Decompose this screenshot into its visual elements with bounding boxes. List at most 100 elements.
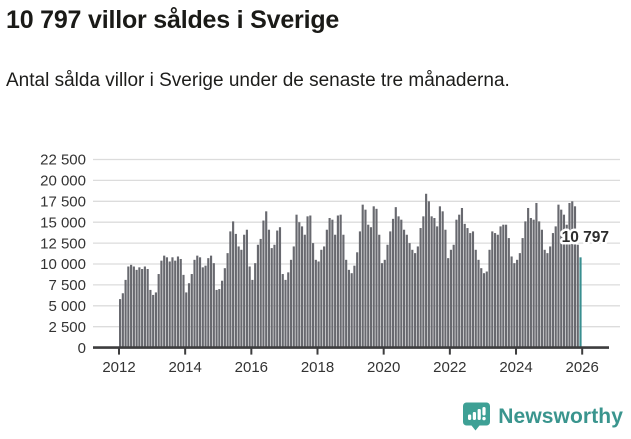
bar [229, 231, 232, 348]
bar [237, 246, 240, 348]
bar [400, 219, 403, 348]
y-axis-tick-label: 17 500 [40, 194, 86, 211]
bar [204, 265, 207, 348]
bar [190, 274, 193, 348]
bar [168, 261, 171, 348]
bar [212, 263, 215, 348]
bar [540, 229, 543, 348]
bar [414, 253, 417, 348]
bar [157, 274, 160, 348]
bar [488, 249, 491, 348]
bar [560, 209, 563, 348]
bar [427, 201, 430, 348]
bar [491, 231, 494, 348]
bar [243, 234, 246, 348]
bar [496, 234, 499, 348]
bar [425, 193, 428, 348]
bar [502, 224, 505, 348]
bar [209, 255, 213, 348]
bar [416, 246, 419, 348]
bar [353, 265, 356, 348]
bar [152, 294, 155, 348]
bar [482, 273, 486, 348]
bar [218, 289, 221, 348]
bar [513, 263, 516, 348]
x-axis-tick-label: 2026 [566, 359, 599, 376]
bar [419, 228, 422, 348]
bar [441, 211, 444, 348]
bar [174, 260, 177, 348]
bar [143, 266, 146, 348]
bar [182, 274, 185, 348]
x-axis-tick-label: 2022 [433, 359, 466, 376]
bar [391, 218, 395, 348]
bar [411, 249, 414, 348]
newsworthy-brand: Newsworthy [462, 401, 623, 432]
bar [149, 289, 152, 348]
bar [232, 221, 235, 348]
bar [358, 231, 362, 348]
bar [405, 234, 408, 348]
bar [254, 263, 257, 348]
bar [466, 228, 469, 348]
bar [185, 292, 188, 348]
bar [339, 214, 342, 348]
bar [334, 234, 337, 348]
bar [284, 279, 287, 348]
y-axis-tick-label: 10 000 [40, 256, 86, 273]
bar [449, 249, 453, 348]
bar [394, 207, 397, 348]
bar [480, 268, 483, 348]
y-axis-tick-label: 12 500 [40, 235, 86, 252]
bar [141, 269, 144, 348]
bar [455, 219, 458, 348]
bar [452, 244, 455, 348]
bar [367, 224, 370, 348]
bar [306, 216, 309, 348]
bar [127, 266, 130, 348]
bar [132, 266, 135, 348]
bar [130, 264, 133, 348]
bar [138, 267, 141, 348]
chart-subtitle: Antal sålda villor i Sverige under de se… [6, 70, 510, 91]
bar [463, 223, 466, 348]
bar [576, 244, 579, 348]
y-axis-tick-label: 0 [78, 340, 86, 357]
bar [551, 233, 555, 348]
y-axis-tick-label: 2 500 [48, 319, 86, 336]
y-axis-tick-label: 7 500 [48, 277, 86, 294]
x-axis-tick-label: 2018 [301, 359, 334, 376]
bar [477, 259, 480, 348]
bar [347, 269, 350, 348]
bar [505, 224, 508, 348]
bar [314, 259, 317, 348]
bar [546, 253, 549, 348]
bar [287, 272, 290, 348]
x-axis-tick-label: 2020 [367, 359, 400, 376]
bar [256, 244, 260, 348]
bar [179, 258, 182, 348]
bar [499, 226, 502, 348]
bar [176, 256, 180, 348]
bar [165, 257, 169, 348]
bar [383, 259, 386, 348]
bar [469, 233, 472, 348]
bar [240, 249, 243, 348]
bar [292, 246, 295, 348]
bar [485, 271, 488, 348]
bar [226, 253, 229, 348]
bar [422, 216, 425, 348]
bar [369, 227, 373, 348]
value-label: 10 797 [562, 229, 609, 246]
bar [438, 206, 441, 348]
bar [317, 261, 320, 348]
bar [309, 215, 312, 348]
bar [557, 204, 560, 348]
bar [215, 289, 218, 348]
bar [207, 258, 210, 348]
bar [562, 214, 566, 348]
bar [447, 258, 450, 348]
bar [372, 206, 375, 348]
bar [518, 253, 521, 348]
bar [568, 202, 571, 348]
